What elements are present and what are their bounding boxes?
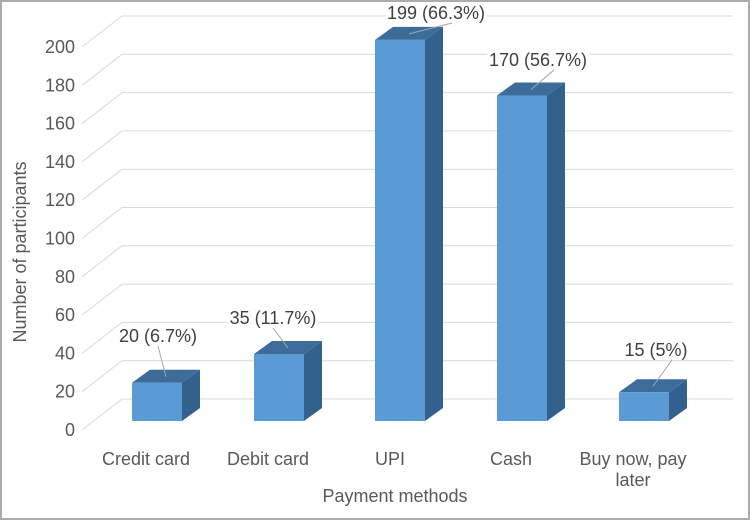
bar-front-credit-card (132, 382, 182, 421)
y-tick-label-40: 40 (55, 343, 75, 363)
y-tick-label-180: 180 (45, 75, 75, 95)
bar-front-cash (497, 95, 547, 421)
bar-front-upi (375, 39, 425, 421)
data-label-bg-cash (486, 51, 590, 69)
data-label-bg-upi (384, 4, 488, 22)
leader-line-cash (530, 69, 555, 90)
data-label-cash: 170 (56.7%) (489, 50, 587, 70)
x-axis-title: Payment methods (322, 486, 467, 506)
y-tick-label-160: 160 (45, 114, 75, 134)
leader-line-debit-card (272, 327, 289, 349)
category-label-upi: UPI (375, 449, 405, 469)
bar-side-cash (547, 82, 565, 421)
bars-group (132, 26, 687, 421)
leader-line-upi (408, 22, 453, 35)
leader-lines-group (157, 22, 673, 387)
category-label-buy-now-pay-later: Buy now, pay later (579, 449, 686, 490)
y-tick-label-120: 120 (45, 190, 75, 210)
bar-side-upi (425, 26, 443, 421)
gridline-200 (81, 15, 733, 48)
data-label-bg-buy-now-pay-later (622, 341, 690, 359)
leader-line-buy-now-pay-later (652, 359, 673, 387)
bar-front-buy-now-pay-later (619, 392, 669, 421)
data-label-bg-debit-card (227, 309, 319, 327)
data-label-buy-now-pay-later: 15 (5%) (624, 340, 687, 360)
bar-side-credit-card (182, 369, 200, 421)
y-axis-title: Number of participants (10, 161, 30, 342)
y-tick-label-20: 20 (55, 382, 75, 402)
x-axis-category-labels: Credit card Debit card UPI Cash Buy now, pay… (102, 449, 687, 490)
y-axis-tick-labels: 0 20 40 60 80 100 120 140 160 180 200 (45, 37, 75, 440)
bar-side-buy-now-pay-later (669, 379, 687, 421)
y-tick-label-200: 200 (45, 37, 75, 57)
bar-front-debit-card (254, 353, 304, 421)
data-label-bg-credit-card (116, 327, 200, 345)
category-label-cash: Cash (490, 449, 532, 469)
data-label-debit-card: 35 (11.7%) (230, 308, 317, 328)
category-label-credit-card: Credit card (102, 449, 190, 469)
data-label-upi: 199 (66.3%) (387, 3, 485, 23)
y-tick-label-0: 0 (65, 420, 75, 440)
data-labels-group: 20 (6.7%) 35 (11.7%) 199 (66.3%) 170 (56.7%… (116, 3, 690, 360)
y-tick-label-140: 140 (45, 152, 75, 172)
data-label-credit-card: 20 (6.7%) (119, 326, 197, 346)
y-tick-label-60: 60 (55, 305, 75, 325)
bar-side-debit-card (304, 340, 322, 421)
y-tick-label-80: 80 (55, 267, 75, 287)
leader-line-credit-card (157, 345, 167, 377)
y-tick-label-100: 100 (45, 229, 75, 249)
category-label-debit-card: Debit card (227, 449, 309, 469)
